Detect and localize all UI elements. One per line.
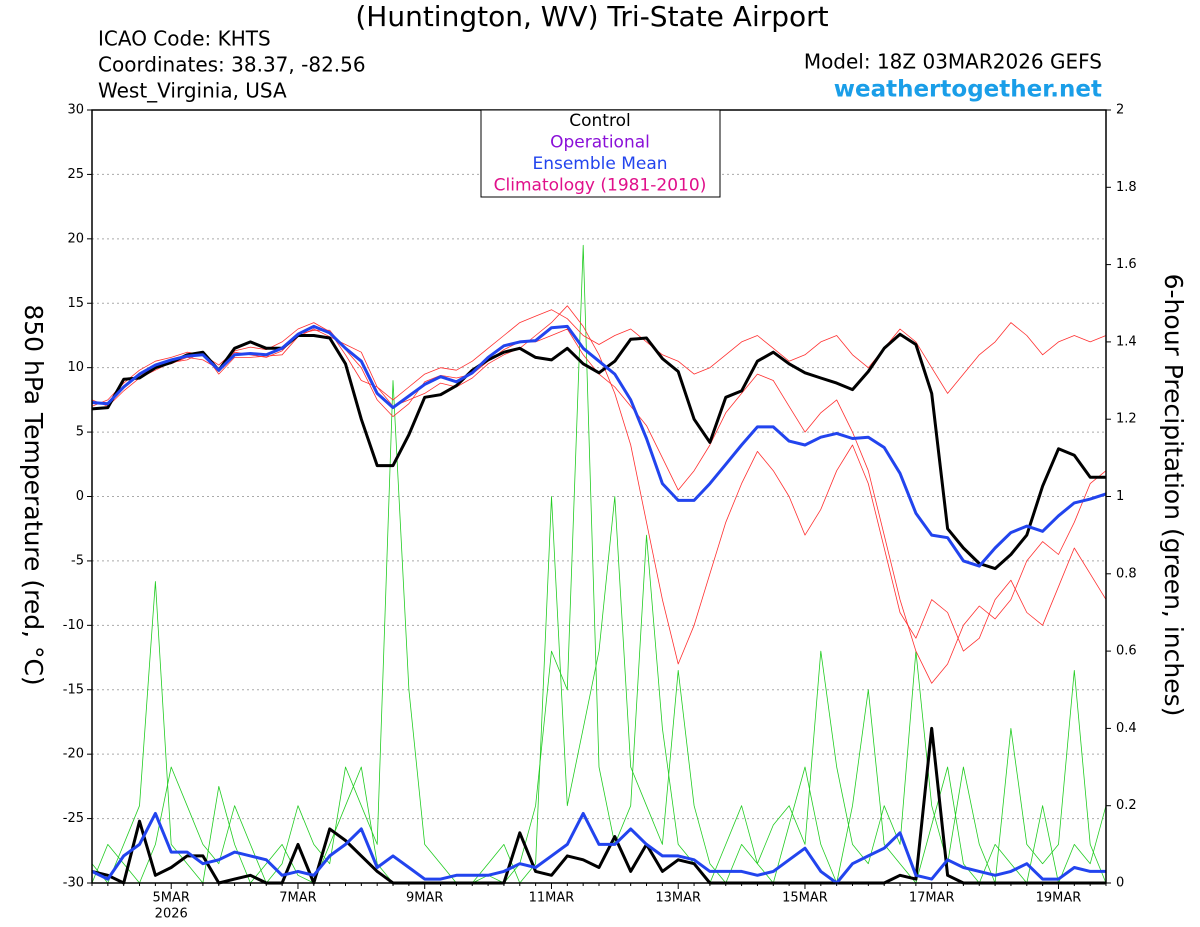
x-tick-label: 5MAR: [153, 891, 190, 906]
y-tick-label: 10: [67, 360, 84, 375]
y2-tick-label: 0: [1116, 876, 1124, 891]
y-tick-label: 20: [67, 231, 84, 246]
x-tick-label: 11MAR: [529, 891, 575, 906]
plot-area: [91, 109, 1107, 885]
y-tick-label: 0: [76, 489, 84, 504]
legend-entry: Control: [569, 111, 630, 131]
source-text: weathertogether.net: [834, 77, 1102, 103]
x-tick-label: 13MAR: [655, 891, 701, 906]
y2-tick-label: 0.6: [1116, 644, 1137, 659]
y-tick-label: -25: [63, 811, 84, 826]
y-tick-label: -5: [71, 553, 84, 568]
series-line: [91, 328, 1107, 684]
info-text: Coordinates: 38.37, -82.56: [98, 53, 366, 77]
y-tick-label: -10: [63, 618, 84, 633]
y2-tick-label: 1: [1116, 489, 1124, 504]
legend-entry: Operational: [550, 133, 650, 153]
series-line: [91, 309, 1107, 407]
model-text: Model: 18Z 03MAR2026 GEFS: [804, 50, 1102, 74]
y2-tick-label: 1.4: [1116, 334, 1137, 349]
year-label: 2026: [155, 907, 188, 922]
legend-entry: Climatology (1981-2010): [494, 176, 707, 196]
y-tick-label: 25: [67, 167, 84, 182]
x-tick-label: 17MAR: [909, 891, 955, 906]
info-text: ICAO Code: KHTS: [98, 27, 271, 51]
y2-tick-label: 0.8: [1116, 566, 1137, 581]
y-tick-label: 15: [67, 296, 84, 311]
series-line: [91, 811, 1106, 885]
y2-tick-label: 1.8: [1116, 180, 1137, 195]
x-tick-label: 15MAR: [782, 891, 828, 906]
y2-tick-label: 0.2: [1116, 798, 1137, 813]
y-tick-label: 5: [76, 425, 84, 440]
y-axis-label: 850 hPa Temperature (red, °C): [19, 304, 48, 685]
x-tick-label: 19MAR: [1036, 891, 1082, 906]
y-tick-label: -15: [63, 682, 84, 697]
y2-tick-label: 2: [1116, 103, 1124, 118]
legend-entry: Ensemble Mean: [532, 154, 667, 174]
y-tick-label: -20: [63, 747, 84, 762]
x-tick-label: 9MAR: [406, 891, 443, 906]
y-tick-label: 30: [67, 103, 84, 118]
series-line: [91, 380, 1107, 884]
chart-title: (Huntington, WV) Tri-State Airport: [355, 0, 828, 33]
legend-box: [480, 109, 721, 198]
series-line: [91, 332, 1106, 571]
info-text: West_Virginia, USA: [98, 79, 287, 103]
series-line: [91, 324, 1107, 568]
series-line: [91, 726, 1106, 885]
y2-tick-label: 1.6: [1116, 257, 1137, 272]
series-line: [91, 244, 1107, 884]
y2-axis-label: 6-hour Precipitation (green, inches): [1159, 274, 1188, 717]
y2-tick-label: 0.4: [1116, 721, 1137, 736]
x-tick-label: 7MAR: [279, 891, 316, 906]
y2-tick-label: 1.2: [1116, 412, 1137, 427]
y-tick-label: -30: [63, 876, 84, 891]
